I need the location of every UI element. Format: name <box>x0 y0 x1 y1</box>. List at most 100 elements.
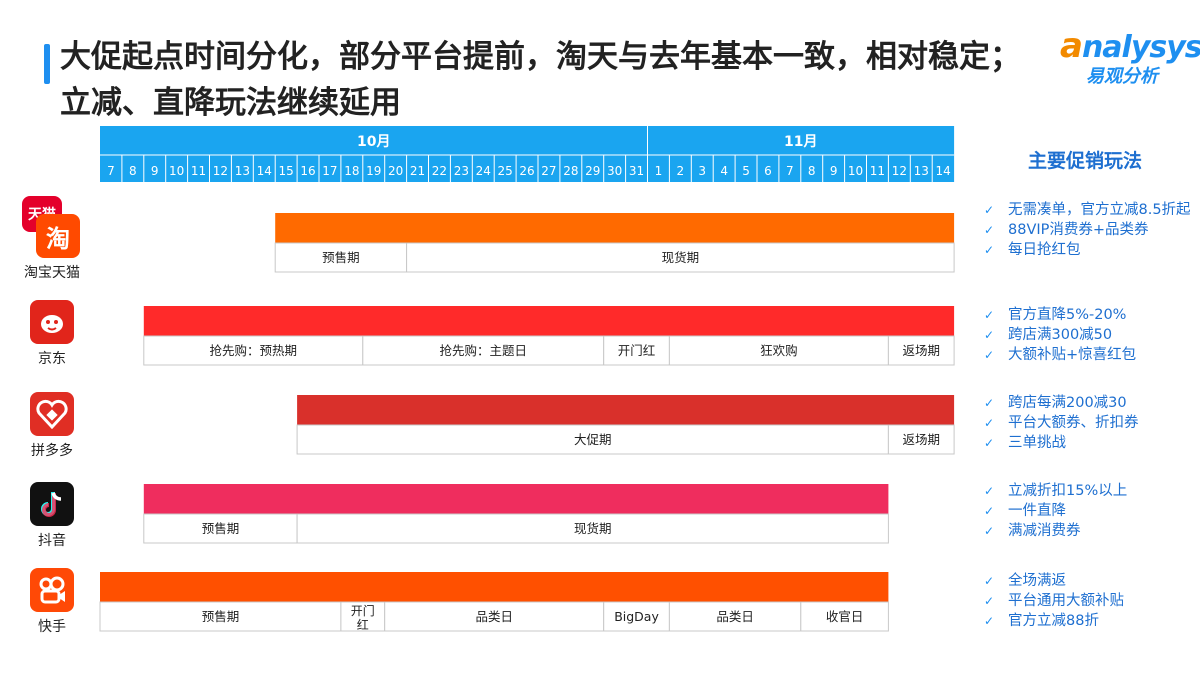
phase-cell <box>143 335 364 366</box>
phase-label: 抢先购：主题日 <box>439 343 527 358</box>
title-accent-bar <box>44 44 50 84</box>
phase-cell <box>603 601 670 632</box>
promo-bar <box>143 306 955 336</box>
promo-item: ✓ 平台通用大额补贴 <box>984 591 1194 611</box>
promo-text: 全场满返 <box>1008 573 1066 589</box>
promo-list: ✓ 跨店每满200减30 ✓ 平台大额券、折扣券 ✓ 三单挑战 <box>984 393 1194 453</box>
day-tick-label: 13 <box>235 164 250 178</box>
day-tick-label: 15 <box>279 164 294 178</box>
day-tick-label: 11 <box>191 164 206 178</box>
promo-list: ✓ 立减折扣15%以上 ✓ 一件直降 ✓ 满减消费券 <box>984 481 1194 541</box>
phase-label: 开门红 <box>618 343 656 358</box>
brand-logo-rest: nalysys <box>1081 30 1200 65</box>
day-tick-label: 7 <box>107 164 115 178</box>
day-tick-label: 31 <box>629 164 644 178</box>
day-tick-label: 24 <box>476 164 491 178</box>
day-tick-label: 14 <box>936 164 951 178</box>
phase-cell <box>668 335 889 366</box>
promo-item: ✓ 满减消费券 <box>984 521 1194 541</box>
promo-item: ✓ 立减折扣15%以上 <box>984 481 1194 501</box>
promo-text: 大额补贴+惊喜红包 <box>1008 347 1137 363</box>
promo-item: ✓ 一件直降 <box>984 501 1194 521</box>
taobao-tmall-icon: 淘 <box>36 214 80 258</box>
day-tick-label: 19 <box>366 164 381 178</box>
platform-name: 快手 <box>38 619 66 635</box>
phase-cell <box>296 424 889 455</box>
promo-bar <box>275 213 955 243</box>
month-label: 11月 <box>784 134 817 150</box>
checkmark-icon: ✓ <box>984 574 995 588</box>
phase-cell <box>99 601 342 632</box>
promo-item: ✓ 官方直降5%-20% <box>984 305 1194 325</box>
promo-item: ✓ 平台大额券、折扣券 <box>984 413 1194 433</box>
checkmark-icon: ✓ <box>984 416 995 430</box>
day-tick-label: 14 <box>257 164 272 178</box>
promo-text: 官方立减88折 <box>1008 613 1099 629</box>
phase-label: 预售期 <box>322 250 360 265</box>
promo-list: ✓ 官方直降5%-20% ✓ 跨店满300减50 ✓ 大额补贴+惊喜红包 <box>984 305 1194 365</box>
promo-bar <box>100 572 889 602</box>
checkmark-icon: ✓ <box>984 348 995 362</box>
phase-label: 预售期 <box>202 521 240 536</box>
phase-cell <box>274 242 408 273</box>
promo-text: 平台通用大额补贴 <box>1008 593 1124 609</box>
phase-cell <box>603 335 670 366</box>
day-tick-label: 7 <box>786 164 794 178</box>
day-tick-label: 12 <box>213 164 228 178</box>
phase-cell <box>668 601 802 632</box>
day-tick-label: 22 <box>432 164 447 178</box>
douyin-note-icon <box>30 482 74 526</box>
promo-item: ✓ 跨店每满200减30 <box>984 393 1194 413</box>
day-tick-label: 28 <box>563 164 578 178</box>
day-tick-label: 25 <box>498 164 513 178</box>
phase-cell <box>887 335 955 366</box>
checkmark-icon: ✓ <box>984 504 995 518</box>
promo-item: ✓ 三单挑战 <box>984 433 1194 453</box>
promo-text: 三单挑战 <box>1008 435 1066 451</box>
checkmark-icon: ✓ <box>984 223 995 237</box>
timeline-header-bg <box>100 126 955 182</box>
day-tick-label: 1 <box>655 164 663 178</box>
day-tick-label: 4 <box>720 164 728 178</box>
checkmark-icon: ✓ <box>984 203 995 217</box>
promo-bar <box>143 484 889 514</box>
day-tick-label: 13 <box>914 164 929 178</box>
promo-text: 88VIP消费券+品类券 <box>1008 222 1149 238</box>
promo-text: 无需凑单，官方立减8.5折起 <box>1008 202 1191 218</box>
promo-text: 满减消费券 <box>1008 523 1081 539</box>
day-tick-label: 9 <box>151 164 159 178</box>
day-tick-label: 17 <box>322 164 337 178</box>
day-tick-label: 16 <box>300 164 315 178</box>
platform-name: 京东 <box>38 351 66 367</box>
day-tick-label: 27 <box>541 164 556 178</box>
phase-label: 现货期 <box>662 250 700 265</box>
promo-item: ✓ 无需凑单，官方立减8.5折起 <box>984 200 1194 220</box>
promo-item: ✓ 全场满返 <box>984 571 1194 591</box>
page-title: 大促起点时间分化，部分平台提前，淘天与去年基本一致，相对稳定；立减、直降玩法继续… <box>60 39 1021 121</box>
checkmark-icon: ✓ <box>984 436 995 450</box>
pinduoduo-heart-icon <box>30 392 74 436</box>
promo-text: 平台大额券、折扣券 <box>1008 415 1139 431</box>
promo-text: 立减折扣15%以上 <box>1008 483 1128 499</box>
month-label: 10月 <box>357 134 390 150</box>
phase-cell <box>296 513 889 544</box>
day-tick-label: 10 <box>848 164 863 178</box>
day-tick-label: 18 <box>344 164 359 178</box>
phase-label: 返场期 <box>902 432 940 447</box>
phase-cell <box>384 601 605 632</box>
phase-label: 返场期 <box>902 343 940 358</box>
kuaishou-icon <box>30 568 74 612</box>
promo-text: 跨店每满200减30 <box>1008 395 1127 411</box>
promo-item: ✓ 官方立减88折 <box>984 611 1194 631</box>
day-tick-label: 23 <box>454 164 469 178</box>
jd-dog-icon <box>30 300 74 344</box>
promo-text: 官方直降5%-20% <box>1008 307 1127 323</box>
day-tick-label: 2 <box>677 164 685 178</box>
phase-label: 抢先购：预热期 <box>210 343 298 358</box>
phase-cell <box>362 335 605 366</box>
promo-item: ✓ 大额补贴+惊喜红包 <box>984 345 1194 365</box>
day-tick-label: 6 <box>764 164 772 178</box>
checkmark-icon: ✓ <box>984 308 995 322</box>
phase-label: 品类日 <box>716 609 754 624</box>
